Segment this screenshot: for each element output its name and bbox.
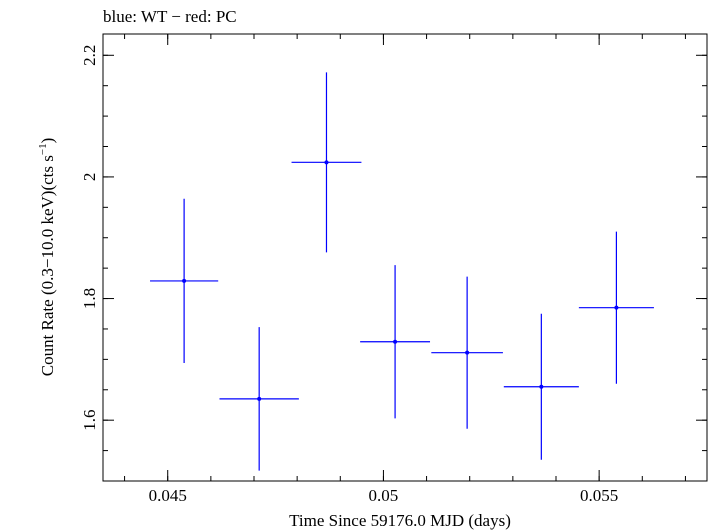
y-axis-label-superscript: −1	[37, 143, 49, 155]
x-tick-labels: 0.045 0.05 0.055	[149, 486, 619, 505]
x-tick-label: 0.055	[580, 486, 618, 505]
point-marker	[539, 384, 544, 389]
data-point	[503, 313, 579, 460]
y-tick-label: 2	[80, 173, 99, 182]
x-axis-label: Time Since 59176.0 MJD (days)	[289, 511, 511, 530]
x-tick-label: 0.05	[369, 486, 399, 505]
data-point	[291, 72, 362, 253]
chart-title: blue: WT − red: PC	[103, 7, 237, 26]
x-tick-label: 0.045	[149, 486, 187, 505]
y-axis-label: Count Rate (0.3−10.0 keV)(cts s−1)	[37, 138, 57, 377]
data-point	[360, 265, 431, 419]
y-axis-label-main: Count Rate (0.3−10.0 keV)(cts s	[38, 155, 57, 376]
y-tick-label: 1.8	[80, 288, 99, 309]
point-marker	[614, 305, 619, 310]
y-tick-labels: 1.6 1.8 2 2.2	[80, 45, 99, 431]
y-tick-label: 2.2	[80, 45, 99, 66]
point-marker	[257, 396, 262, 401]
plot-frame	[102, 33, 708, 482]
point-marker	[182, 278, 187, 283]
data-point	[578, 231, 654, 384]
point-marker	[465, 350, 470, 355]
point-marker	[393, 339, 398, 344]
data-point	[219, 327, 299, 471]
data-point	[150, 198, 219, 364]
data-point	[431, 276, 503, 429]
y-tick-label: 1.6	[80, 410, 99, 431]
y-axis-label-tail: )	[38, 138, 57, 144]
point-marker	[324, 160, 329, 165]
data-points	[150, 72, 654, 471]
major-ticks	[103, 34, 707, 481]
